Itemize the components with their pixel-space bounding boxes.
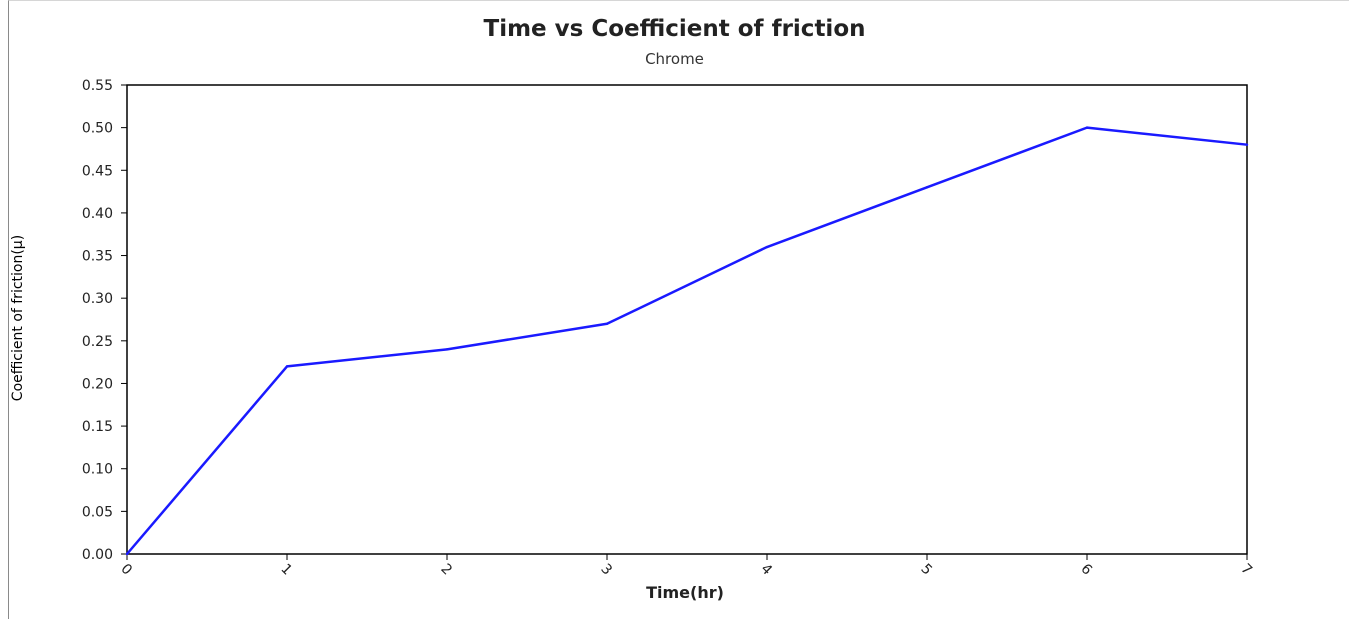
plot-border [126, 84, 1248, 555]
y-tick-label: 0.25 [82, 334, 113, 350]
y-tick-label: 0.35 [82, 249, 113, 265]
x-tick-label: 1 [277, 561, 295, 579]
data-points [125, 126, 1249, 556]
x-tick-label: 2 [437, 561, 455, 579]
chart-frame [8, 0, 1349, 619]
x-tick-label: 7 [1237, 561, 1255, 579]
chart-title: Time vs Coefficient of friction [483, 16, 866, 42]
data-point [285, 365, 289, 368]
x-axis: 0 1 2 3 4 5 6 7 [117, 554, 1255, 579]
y-tick-label: 0.15 [82, 419, 113, 435]
data-point [605, 322, 609, 325]
y-tick-label: 0.10 [82, 462, 113, 478]
x-tick-label: 6 [1077, 561, 1095, 579]
data-point [765, 245, 769, 249]
y-tick-label: 0.00 [82, 547, 113, 563]
y-tick-label: 0.45 [82, 163, 113, 179]
data-point [925, 186, 929, 189]
y-axis: 0.00 0.05 0.10 0.15 0.20 0.25 0.30 0.35 0.40 0.45… [82, 78, 127, 563]
data-point [125, 552, 129, 556]
series-line [126, 126, 1248, 555]
y-tick-label: 0.40 [82, 206, 113, 222]
x-tick-label: 5 [917, 561, 935, 579]
x-tick-label: 0 [117, 561, 135, 579]
x-tick-label: 3 [597, 561, 615, 579]
chart-subtitle: Chrome [645, 50, 704, 68]
y-tick-label: 0.05 [82, 504, 113, 520]
y-axis-label: Coefficient of friction(μ) [10, 234, 26, 402]
data-point [445, 348, 449, 351]
y-tick-label: 0.55 [82, 78, 113, 94]
x-axis-label: Time(hr) [646, 583, 724, 602]
x-tick-label: 4 [757, 561, 775, 579]
y-tick-label: 0.30 [82, 291, 113, 307]
data-point [1085, 126, 1089, 129]
y-tick-label: 0.20 [82, 376, 113, 392]
data-point [1245, 143, 1249, 146]
y-tick-label: 0.50 [82, 121, 113, 137]
